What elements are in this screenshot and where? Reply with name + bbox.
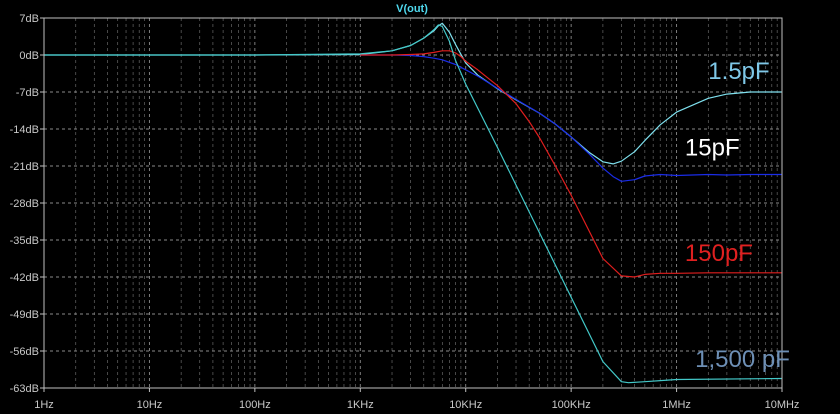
- series-annotation: 15pF: [685, 134, 740, 161]
- series-lines: [44, 22, 783, 384]
- y-tick-label: -7dB: [16, 87, 39, 99]
- series-annotation: 1.5pF: [708, 58, 769, 85]
- x-tick-label: 100Hz: [239, 399, 271, 411]
- x-tick-label: 10Hz: [137, 399, 163, 411]
- y-tick-label: -28dB: [10, 198, 39, 210]
- x-tick-label: 100KHz: [552, 399, 591, 411]
- y-tick-label: -14dB: [10, 124, 39, 136]
- x-tick-label: 1KHz: [347, 399, 374, 411]
- y-tick-label: -42dB: [10, 272, 39, 284]
- y-tick-label: -21dB: [10, 161, 39, 173]
- y-tick-label: -35dB: [10, 235, 39, 247]
- x-tick-label: 10MHz: [765, 399, 800, 411]
- series-annotations: 1.5pF 15pF 150pF 1,500 pF: [685, 58, 790, 373]
- series-line: [360, 54, 782, 182]
- y-tick-label: -56dB: [10, 346, 39, 358]
- x-tick-label: 1MHz: [662, 399, 691, 411]
- y-tick-label: -49dB: [10, 309, 39, 321]
- y-tick-label: 0dB: [19, 50, 39, 62]
- y-tick-label: -63dB: [10, 383, 39, 395]
- series-annotation: 150pF: [685, 240, 753, 267]
- axes: [40, 17, 783, 392]
- series-annotation: 1,500 pF: [695, 346, 790, 373]
- x-tick-label: 10KHz: [449, 399, 482, 411]
- tick-labels: 1Hz 10Hz 100Hz 1KHz 10KHz 100KHz 1MHz 10MHz 7dB 0…: [10, 13, 800, 411]
- series-line: [360, 50, 782, 278]
- y-tick-label: 7dB: [19, 13, 39, 25]
- x-tick-label: 1Hz: [34, 399, 54, 411]
- series-line: [44, 24, 783, 384]
- chart-title: V(out): [396, 3, 428, 15]
